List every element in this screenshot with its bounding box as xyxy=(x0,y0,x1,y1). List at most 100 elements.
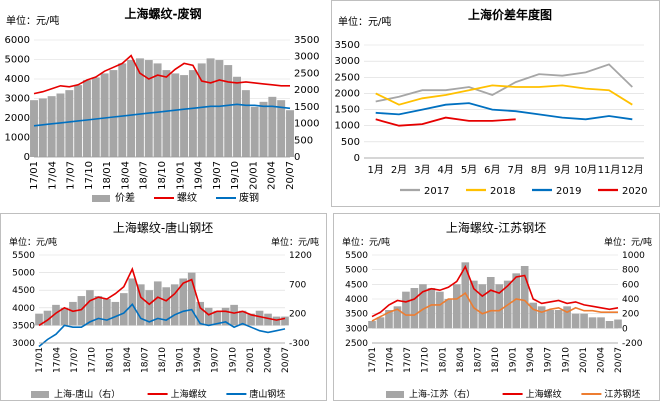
y-left-tick-label: 5000 xyxy=(5,55,30,66)
spread-bar xyxy=(91,77,100,157)
spread-bar xyxy=(162,70,171,157)
chart-title: 上海螺纹-唐山钢坯 xyxy=(113,220,213,235)
y-right-tick-label: -300 xyxy=(289,339,310,349)
x-tick-label: 19/01 xyxy=(175,161,186,190)
series-line xyxy=(33,54,290,95)
x-tick-label: 18/07 xyxy=(139,161,150,190)
x-tick-label: 17/07 xyxy=(403,347,413,373)
x-tick-label: 20/01 xyxy=(248,161,259,190)
legend-label: 上海螺纹 xyxy=(171,388,207,400)
spread-bar xyxy=(571,313,580,329)
y-left-tick-label: 5500 xyxy=(345,251,368,261)
chart-title: 上海螺纹-废钢 xyxy=(125,6,202,21)
series-line xyxy=(371,264,619,318)
spread-bar xyxy=(393,306,402,329)
y-left-tick-label: 4000 xyxy=(5,74,30,85)
spread-bar xyxy=(264,313,272,326)
series-line xyxy=(33,103,291,127)
x-tick-label: 20/04 xyxy=(263,347,273,373)
legend-label: 2019 xyxy=(556,186,581,197)
spread-bar xyxy=(241,90,250,157)
spread-bar xyxy=(580,313,588,329)
x-tick-label: 18/04 xyxy=(120,161,131,190)
x-tick-label: 17/10 xyxy=(88,347,98,373)
x-tick-label: 19/10 xyxy=(230,161,241,190)
x-tick-label: 17/01 xyxy=(29,161,40,190)
spread-bar xyxy=(136,284,145,326)
spread-bar xyxy=(588,317,597,329)
x-tick-label: 8月 xyxy=(531,164,547,176)
x-tick-label: 20/07 xyxy=(614,347,624,373)
spread-bar xyxy=(180,75,189,157)
y-left-tick-label: 4500 xyxy=(345,280,368,290)
y-right-tick-label: 1200 xyxy=(289,251,312,261)
spread-bar xyxy=(286,110,294,157)
spread-bar xyxy=(30,100,38,157)
x-tick-label: 17/01 xyxy=(35,347,45,373)
y-right-tick-label: -200 xyxy=(622,339,643,349)
spread-bar xyxy=(597,317,605,329)
spread-bar xyxy=(546,310,554,329)
spread-bar xyxy=(187,272,196,326)
spread-bar xyxy=(188,70,197,157)
unit-label: 单位：元/吨 xyxy=(338,15,391,28)
y-tick-label: 2500 xyxy=(335,72,360,83)
x-tick-label: 19/04 xyxy=(193,347,203,373)
x-tick-label: 19/07 xyxy=(212,161,223,190)
chart-rebar-tangshan: 上海螺纹-唐山钢坯 单位：元/吨 单位：元/吨 3000 3500 4000 4500… xyxy=(9,220,319,400)
spread-bar xyxy=(277,100,286,157)
spread-bar xyxy=(145,290,154,326)
unit-label-left: 单位：元/吨 xyxy=(9,236,57,248)
y-right-tick-label: 200 xyxy=(289,310,306,320)
spread-bar xyxy=(77,296,86,326)
spread-bar xyxy=(529,302,537,329)
x-tick-label: 1月 xyxy=(367,164,383,176)
spread-bar xyxy=(233,76,242,157)
spread-bar xyxy=(486,277,495,329)
spread-bar xyxy=(43,310,52,326)
spread-bar xyxy=(368,321,376,329)
spread-bar xyxy=(376,317,385,329)
x-tick-label: 19/07 xyxy=(544,347,554,373)
chart-panel-annual-spread: 上海价差年度图 单位：元/吨 0 500 1000 1500 2000 2500 3000 3… xyxy=(331,0,660,207)
spread-bar xyxy=(103,299,111,326)
x-tick-label: 19/07 xyxy=(211,347,221,373)
spread-bar xyxy=(120,293,128,326)
x-tick-label: 17/10 xyxy=(421,347,431,373)
spread-bar xyxy=(605,321,614,329)
series-line xyxy=(38,302,286,348)
spread-bar xyxy=(69,301,77,326)
chart-rebar-jiangsu: 上海螺纹-江苏钢坯 单位：元/吨 单位：元/吨 2500300035004000… xyxy=(342,220,652,400)
spread-bar xyxy=(171,73,180,157)
legend-label: 江苏钢坯 xyxy=(604,388,640,400)
spread-bar xyxy=(179,278,188,326)
spread-bar xyxy=(170,284,179,326)
spread-bar xyxy=(35,313,43,326)
y-tick-label: 1000 xyxy=(335,121,360,132)
x-tick-label: 20/01 xyxy=(579,347,589,373)
chart-rebar-scrap: 上海螺纹-废钢 单位：元/吨 0100020003000400050006000… xyxy=(5,6,320,204)
legend-swatch xyxy=(31,391,49,398)
spread-bar xyxy=(554,310,563,329)
spread-bar xyxy=(128,278,137,326)
spread-bar xyxy=(213,310,221,326)
chart-annual-spread: 上海价差年度图 单位：元/吨 0 500 1000 1500 2000 2500 3000 3… xyxy=(335,7,648,197)
x-tick-label: 20/04 xyxy=(596,347,606,373)
y-right-tick-label: 1500 xyxy=(294,102,319,113)
spread-bar xyxy=(38,98,47,157)
x-tick-label: 20/04 xyxy=(267,161,278,190)
chart-title: 上海螺纹-江苏钢坯 xyxy=(446,220,546,235)
x-tick-label: 17/10 xyxy=(84,161,95,190)
y-right-tick-label: 200 xyxy=(622,310,639,320)
chart-panel-rebar-jiangsu: 上海螺纹-江苏钢坯 单位：元/吨 单位：元/吨 2500 3000 3500 4000… xyxy=(333,213,660,401)
y-right-tick-label: 0 xyxy=(622,324,628,334)
spread-bar xyxy=(162,287,171,326)
spread-bar xyxy=(230,304,238,326)
spread-bar xyxy=(436,291,444,329)
y-left-tick-label: 0 xyxy=(24,152,30,163)
y-left-tick-label: 5500 xyxy=(12,251,35,261)
x-tick-label: 7月 xyxy=(507,164,523,176)
x-tick-label: 19/01 xyxy=(509,347,519,373)
spread-bar xyxy=(197,63,206,157)
legend-label: 废钢 xyxy=(239,191,259,204)
